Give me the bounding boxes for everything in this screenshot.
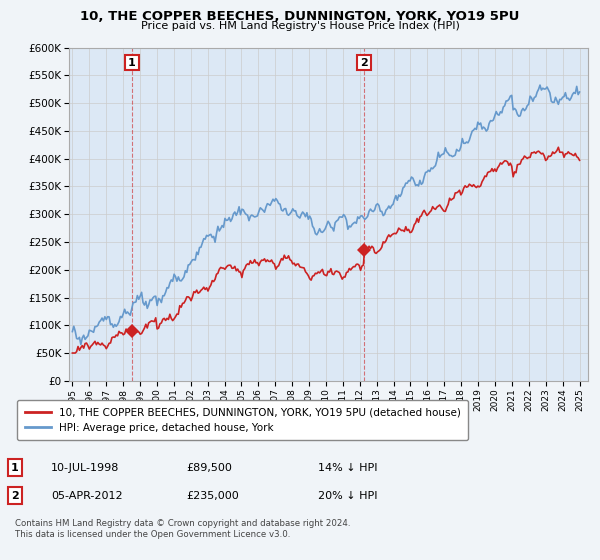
Text: £235,000: £235,000 — [186, 491, 239, 501]
Text: 10, THE COPPER BEECHES, DUNNINGTON, YORK, YO19 5PU: 10, THE COPPER BEECHES, DUNNINGTON, YORK… — [80, 10, 520, 22]
Legend: 10, THE COPPER BEECHES, DUNNINGTON, YORK, YO19 5PU (detached house), HPI: Averag: 10, THE COPPER BEECHES, DUNNINGTON, YORK… — [17, 400, 468, 440]
Text: 1: 1 — [128, 58, 136, 68]
Text: 20% ↓ HPI: 20% ↓ HPI — [318, 491, 377, 501]
Text: 2: 2 — [11, 491, 19, 501]
Text: 1: 1 — [11, 463, 19, 473]
Text: Contains HM Land Registry data © Crown copyright and database right 2024.
This d: Contains HM Land Registry data © Crown c… — [15, 520, 350, 539]
Text: £89,500: £89,500 — [186, 463, 232, 473]
Text: 05-APR-2012: 05-APR-2012 — [51, 491, 122, 501]
Text: 10-JUL-1998: 10-JUL-1998 — [51, 463, 119, 473]
Text: 2: 2 — [360, 58, 368, 68]
Text: 14% ↓ HPI: 14% ↓ HPI — [318, 463, 377, 473]
Text: Price paid vs. HM Land Registry's House Price Index (HPI): Price paid vs. HM Land Registry's House … — [140, 21, 460, 31]
